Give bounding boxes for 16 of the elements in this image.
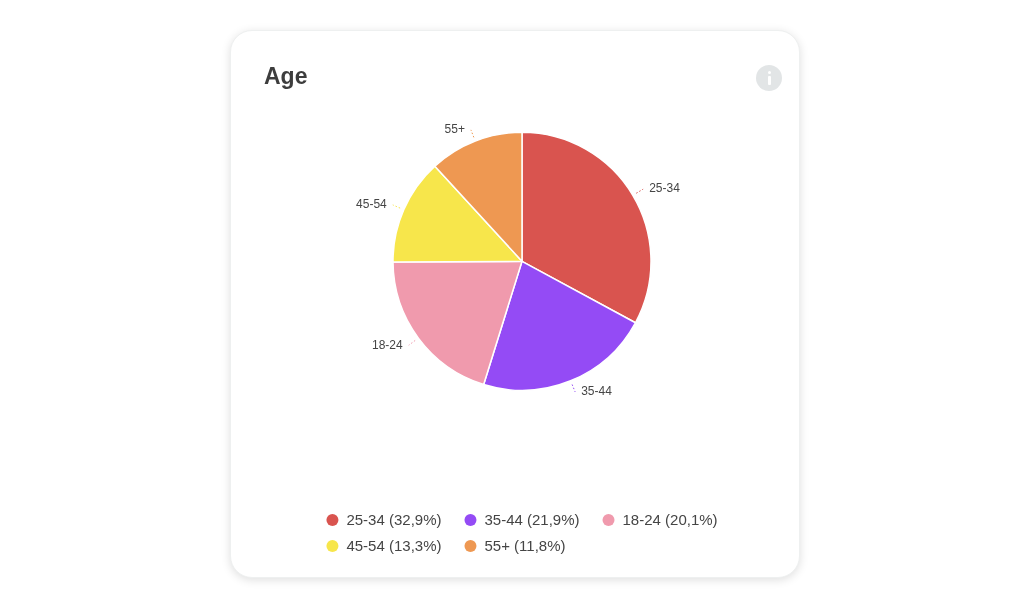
data-label: (20,1%)	[665, 511, 718, 529]
data-label: (21,9%)	[527, 511, 580, 529]
chart-title: Age	[264, 63, 308, 90]
slice-label: 45-54	[356, 197, 388, 212]
legend-label: 18-24	[622, 511, 661, 529]
data-label: (13,3%)	[388, 537, 442, 555]
legend-label: 45-54	[346, 537, 385, 555]
data-label: (11,8%)	[514, 537, 566, 555]
slice-label: 18-24	[372, 337, 404, 352]
legend-label: 25-34	[346, 511, 385, 529]
data-label: (32,9%)	[388, 511, 442, 529]
legend-label: 55+	[484, 537, 511, 555]
slice-label: 55+	[444, 122, 465, 137]
slice-label: 35-44	[581, 384, 613, 399]
legend-label: 35-44	[484, 511, 523, 529]
slice-label: 25-34	[649, 181, 681, 196]
